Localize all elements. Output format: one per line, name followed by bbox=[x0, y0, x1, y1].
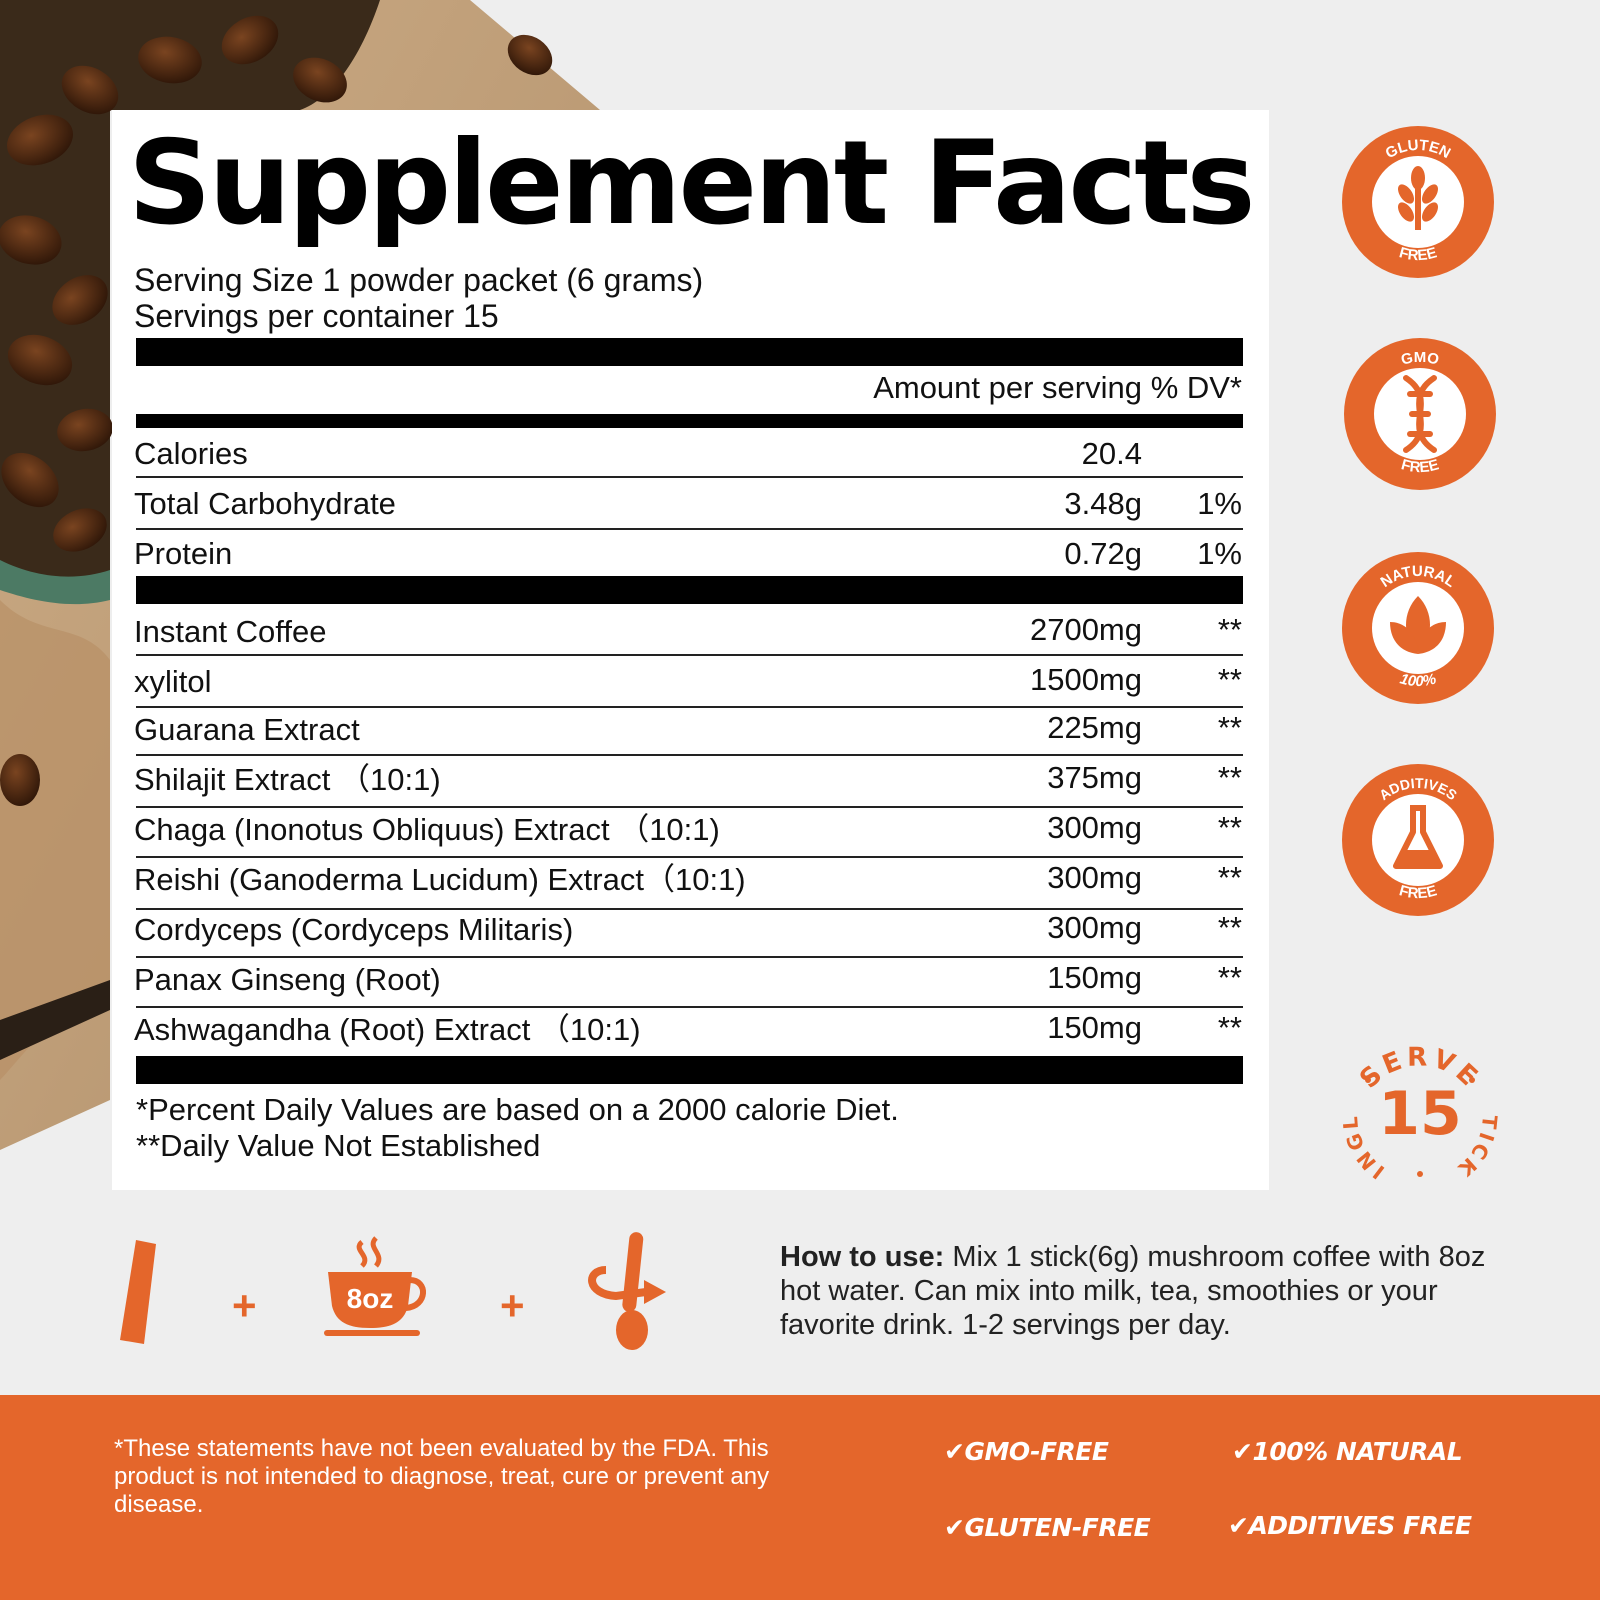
check-icon: ✔ bbox=[1228, 1511, 1249, 1540]
svg-text:FREE: FREE bbox=[1397, 882, 1438, 902]
how-to-use-instructions: Mix 1 stick(6g) mushroom coffee with 8oz… bbox=[780, 1241, 1486, 1341]
row-divider bbox=[136, 654, 1243, 656]
nutrient-name: Protein bbox=[134, 536, 233, 571]
feature-natural: ✔100% NATURAL bbox=[1232, 1437, 1463, 1466]
ingredient-name: Ashwagandha (Root) Extract （10:1) bbox=[134, 1012, 641, 1047]
row-divider bbox=[136, 856, 1243, 858]
row-divider bbox=[136, 754, 1243, 756]
ingredient-dv: ** bbox=[1217, 910, 1242, 945]
servings-per-container: Servings per container 15 bbox=[134, 298, 499, 334]
feature-gluten-free: ✔GLUTEN-FREE bbox=[944, 1513, 1151, 1542]
dna-icon bbox=[1403, 375, 1437, 453]
row-divider bbox=[136, 956, 1243, 958]
nutrient-amount: 0.72g bbox=[1064, 536, 1142, 571]
badge-bottom-text: FREE bbox=[1397, 244, 1438, 264]
ingredient-amount: 150mg bbox=[1047, 960, 1142, 995]
additives-free-badge: ADDITIVES FREE bbox=[1342, 764, 1494, 916]
badge-bottom-text: FREE bbox=[1397, 882, 1438, 902]
nutrient-name: Total Carbohydrate bbox=[134, 486, 396, 521]
ingredient-amount: 300mg bbox=[1047, 910, 1142, 945]
ingredient-name: Chaga (Inonotus Obliquus) Extract （10:1) bbox=[134, 812, 720, 847]
ingredient-dv: ** bbox=[1217, 960, 1242, 995]
ingredient-name: Guarana Extract bbox=[134, 712, 360, 747]
ingredient-amount: 225mg bbox=[1047, 710, 1142, 745]
feature-gmo-free: ✔GMO-FREE bbox=[944, 1437, 1109, 1466]
check-icon: ✔ bbox=[944, 1513, 965, 1542]
gmo-free-badge: GMO FREE bbox=[1344, 338, 1496, 490]
row-divider bbox=[136, 528, 1243, 530]
nutrient-amount: 20.4 bbox=[1081, 436, 1142, 471]
ingredient-dv: ** bbox=[1217, 710, 1242, 745]
single-serve-sticks-badge: SERVE SINGLE STICKS 15 bbox=[1330, 1012, 1499, 1184]
footnote-not-established: **Daily Value Not Established bbox=[136, 1128, 541, 1163]
ingredient-name: Instant Coffee bbox=[134, 614, 327, 649]
supplement-facts-panel: Supplement Facts Serving Size 1 powder p… bbox=[112, 110, 1269, 1190]
ingredient-dv: ** bbox=[1217, 1010, 1242, 1045]
footer-band: *These statements have not been evaluate… bbox=[0, 1395, 1600, 1600]
stick-packet-icon bbox=[120, 1240, 156, 1344]
ingredient-amount: 2700mg bbox=[1029, 612, 1142, 647]
ingredient-dv: ** bbox=[1217, 662, 1242, 697]
wheat-icon bbox=[1398, 166, 1438, 230]
ingredient-amount: 1500mg bbox=[1029, 662, 1142, 697]
natural-badge: NATURAL 100% bbox=[1342, 552, 1494, 704]
leaf-icon bbox=[1390, 596, 1446, 654]
feature-additives-free: ✔ADDITIVES FREE bbox=[1228, 1511, 1472, 1540]
column-header-dv: % DV* bbox=[1150, 370, 1242, 405]
gluten-free-badge: GLUTEN FREE bbox=[1342, 126, 1494, 278]
footnote-daily-values: *Percent Daily Values are based on a 200… bbox=[136, 1092, 899, 1127]
nutrient-amount: 3.48g bbox=[1064, 486, 1142, 521]
row-divider bbox=[136, 1006, 1243, 1008]
coffee-cup-icon: 8oz bbox=[324, 1236, 426, 1336]
panel-title: Supplement Facts bbox=[128, 116, 1256, 251]
ingredient-name: xylitol bbox=[134, 664, 212, 699]
cup-label: 8oz bbox=[347, 1283, 394, 1314]
badge-bottom-text: FREE bbox=[1399, 456, 1440, 476]
badge-top-text: GMO bbox=[1399, 349, 1441, 369]
divider-thick bbox=[136, 338, 1243, 366]
svg-text:FREE: FREE bbox=[1399, 456, 1440, 476]
ingredient-amount: 300mg bbox=[1047, 860, 1142, 895]
stir-spoon-icon bbox=[588, 1232, 666, 1350]
plus-sign: + bbox=[500, 1282, 525, 1329]
plus-sign: + bbox=[232, 1282, 257, 1329]
fda-disclaimer: *These statements have not been evaluate… bbox=[114, 1435, 770, 1518]
ingredient-dv: ** bbox=[1217, 860, 1242, 895]
nutrient-name: Calories bbox=[134, 436, 248, 471]
svg-text:FREE: FREE bbox=[1397, 244, 1438, 264]
check-icon: ✔ bbox=[944, 1437, 965, 1466]
svg-text:GMO: GMO bbox=[1399, 349, 1441, 369]
ingredient-amount: 375mg bbox=[1047, 760, 1142, 795]
row-divider bbox=[136, 476, 1243, 478]
ingredient-amount: 300mg bbox=[1047, 810, 1142, 845]
how-to-use-label: How to use: bbox=[780, 1241, 945, 1273]
serving-size: Serving Size 1 powder packet (6 grams) bbox=[134, 262, 704, 298]
nutrient-dv: 1% bbox=[1197, 536, 1242, 571]
ingredient-dv: ** bbox=[1217, 760, 1242, 795]
badge-bottom-text: 100% bbox=[1398, 670, 1438, 690]
column-header-amount: Amount per serving bbox=[873, 370, 1142, 405]
row-divider bbox=[136, 706, 1243, 708]
ingredient-amount: 150mg bbox=[1047, 1010, 1142, 1045]
nutrient-dv: 1% bbox=[1197, 486, 1242, 521]
ingredient-name: Cordyceps (Cordyceps Militaris) bbox=[134, 912, 574, 947]
ingredient-name: Reishi (Ganoderma Lucidum) Extract（10:1) bbox=[134, 862, 746, 897]
check-icon: ✔ bbox=[1232, 1437, 1253, 1466]
divider-thick bbox=[136, 576, 1243, 604]
ingredient-dv: ** bbox=[1217, 810, 1242, 845]
ingredient-dv: ** bbox=[1217, 612, 1242, 647]
divider-medium bbox=[136, 414, 1243, 428]
flask-icon bbox=[1393, 805, 1443, 869]
badge-number: 15 bbox=[1378, 1079, 1462, 1149]
row-divider bbox=[136, 908, 1243, 910]
ingredient-name: Shilajit Extract （10:1) bbox=[134, 762, 441, 797]
divider-thick bbox=[136, 1056, 1243, 1084]
svg-text:100%: 100% bbox=[1398, 670, 1438, 690]
ingredient-name: Panax Ginseng (Root) bbox=[134, 962, 441, 997]
how-to-use-text: How to use: Mix 1 stick(6g) mushroom cof… bbox=[780, 1240, 1520, 1342]
row-divider bbox=[136, 806, 1243, 808]
